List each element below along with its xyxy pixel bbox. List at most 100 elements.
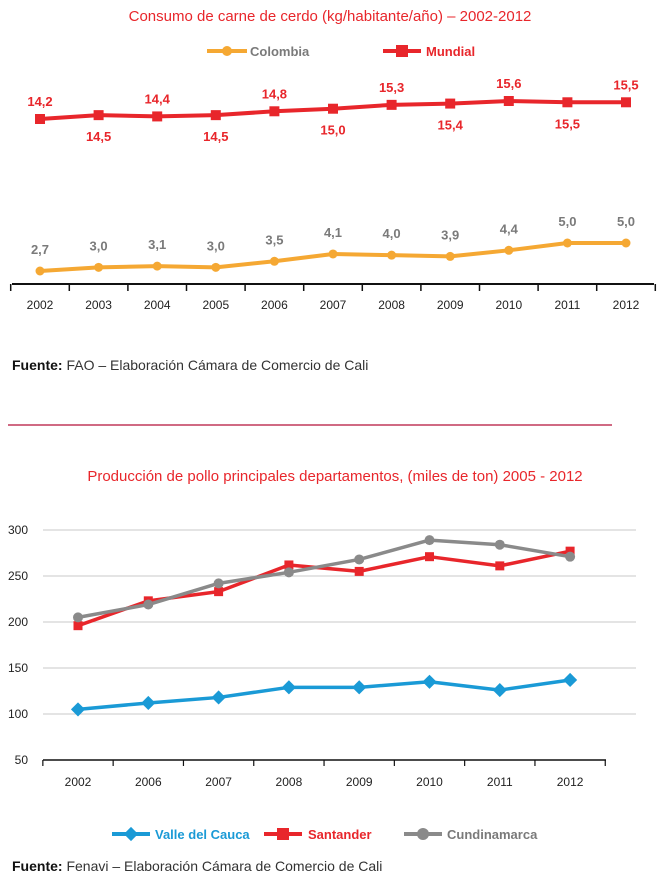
cundinamarca-point (565, 551, 576, 562)
chicken-production-chart: Producción de pollo principales departam… (8, 468, 636, 842)
chart2-x-tick-label: 2007 (205, 775, 232, 789)
mundial-data-label: 14,2 (27, 94, 52, 109)
colombia-point (562, 238, 572, 248)
mundial-data-label: 15,6 (496, 76, 521, 91)
colombia-data-label: 3,0 (90, 238, 108, 253)
mundial-point (152, 111, 163, 122)
mundial-data-label: 15,5 (613, 77, 638, 92)
mundial-data-label: 14,5 (203, 129, 228, 144)
legend-mundial-label: Mundial (426, 44, 475, 59)
colombia-point (504, 245, 514, 255)
colombia-data-label: 5,0 (558, 214, 576, 229)
valle-point (281, 680, 296, 695)
mundial-point (621, 97, 631, 108)
chart2-x-tick-label: 2008 (276, 775, 303, 789)
valle-point (352, 680, 367, 695)
colombia-data-label: 3,9 (441, 227, 459, 242)
legend-valle-marker (123, 826, 139, 842)
valle-point (70, 702, 86, 717)
legend-colombia-marker (222, 46, 232, 56)
chart1-x-tick-label: 2003 (85, 298, 112, 312)
colombia-data-label: 4,1 (324, 225, 342, 240)
legend-cundinamarca-label: Cundinamarca (447, 827, 538, 842)
chart2-legend: Valle del Cauca Santander Cundinamarca (112, 826, 538, 842)
chart2-x-tick-label: 2002 (65, 775, 92, 789)
colombia-data-label: 4,0 (383, 226, 401, 241)
chart2-y-tick-label: 300 (8, 523, 28, 537)
chart2-title: Producción de pollo principales departam… (87, 468, 582, 485)
mundial-data-label: 14,8 (262, 86, 287, 101)
cundinamarca-point (143, 599, 154, 610)
cundinamarca-point (213, 578, 224, 589)
chart1-x-tick-label: 2010 (495, 298, 522, 312)
chart1-x-tick-label: 2006 (261, 298, 288, 312)
santander-point (284, 560, 294, 570)
colombia-point (152, 261, 162, 271)
santander-point (73, 621, 83, 631)
mundial-data-label: 15,0 (320, 123, 345, 138)
chart2-y-tick-label: 100 (8, 707, 28, 721)
chart1-legend: Colombia Mundial (207, 44, 475, 59)
mundial-point (503, 96, 514, 106)
colombia-point (211, 262, 221, 272)
colombia-point (328, 249, 338, 259)
chart2-x-tick-label: 2006 (135, 775, 162, 789)
colombia-point (269, 256, 279, 266)
chart1-title: Consumo de carne de cerdo (kg/habitante/… (129, 8, 532, 25)
legend-valle-label: Valle del Cauca (155, 827, 250, 842)
mundial-point (269, 106, 280, 117)
santander-point (495, 561, 505, 571)
pork-consumption-chart: Consumo de carne de cerdo (kg/habitante/… (9, 8, 657, 312)
mundial-data-label: 15,3 (379, 80, 404, 95)
colombia-data-label: 3,5 (265, 232, 283, 247)
mundial-data-label: 15,4 (438, 118, 464, 133)
chart1-x-tick-label: 2004 (144, 298, 171, 312)
cundinamarca-point (283, 567, 294, 578)
chart1-x-tick-label: 2002 (27, 298, 54, 312)
mundial-point (35, 114, 45, 124)
chart1-x-tick-label: 2008 (378, 298, 405, 312)
cundinamarca-point (494, 539, 505, 550)
santander-point (354, 566, 364, 576)
mundial-point (386, 99, 397, 110)
chart2-source-label: Fuente: (12, 858, 63, 874)
valle-point (492, 683, 507, 698)
colombia-data-label: 4,4 (500, 221, 519, 236)
chart2-source: Fuente: Fenavi – Elaboración Cámara de C… (12, 858, 382, 874)
chart2-x-tick-label: 2010 (416, 775, 443, 789)
colombia-point (387, 250, 397, 260)
valle-point (141, 695, 156, 711)
legend-colombia-label: Colombia (250, 44, 310, 59)
colombia-data-label: 3,0 (207, 238, 225, 253)
chart2-x-tick-label: 2011 (487, 775, 513, 789)
cundinamarca-point (424, 535, 435, 546)
chart1-source-text: FAO – Elaboración Cámara de Comercio de … (66, 357, 369, 373)
chart2-source-text: Fenavi – Elaboración Cámara de Comercio … (66, 858, 383, 874)
colombia-data-label: 5,0 (617, 214, 635, 229)
santander-point (425, 552, 434, 562)
chart2-x-tick-label: 2009 (346, 775, 373, 789)
colombia-data-label: 2,7 (31, 242, 49, 257)
chart1-x-tick-label: 2009 (437, 298, 464, 312)
mundial-point (93, 110, 104, 121)
mundial-data-label: 15,5 (555, 116, 580, 131)
legend-cundinamarca-marker (417, 828, 429, 840)
colombia-data-label: 3,1 (148, 237, 166, 252)
mundial-data-label: 14,5 (86, 129, 111, 144)
chart2-series (70, 535, 578, 717)
chart1-x-ticks: 2002 2003 2004 2005 2006 2007 2008 2009 2010 2011… (9, 284, 657, 312)
chart1-source: Fuente: FAO – Elaboración Cámara de Come… (12, 357, 368, 373)
valle-point (422, 674, 437, 689)
valle-series-line (77, 678, 571, 712)
legend-santander-marker (277, 828, 289, 840)
chart1-x-tick-label: 2007 (320, 298, 347, 312)
chart1-x-tick-label: 2012 (613, 298, 640, 312)
colombia-point (621, 238, 631, 248)
chart2-y-tick-label: 150 (8, 661, 28, 675)
chart1-series: 2,7 3,0 3,1 3,0 3,5 4,1 4,0 3,9 4,4 5,0 5,0 14,2 14,… (27, 76, 639, 276)
santander-point (565, 546, 575, 556)
mundial-point (562, 97, 573, 108)
legend-santander-label: Santander (308, 827, 372, 842)
valle-point (563, 672, 578, 688)
